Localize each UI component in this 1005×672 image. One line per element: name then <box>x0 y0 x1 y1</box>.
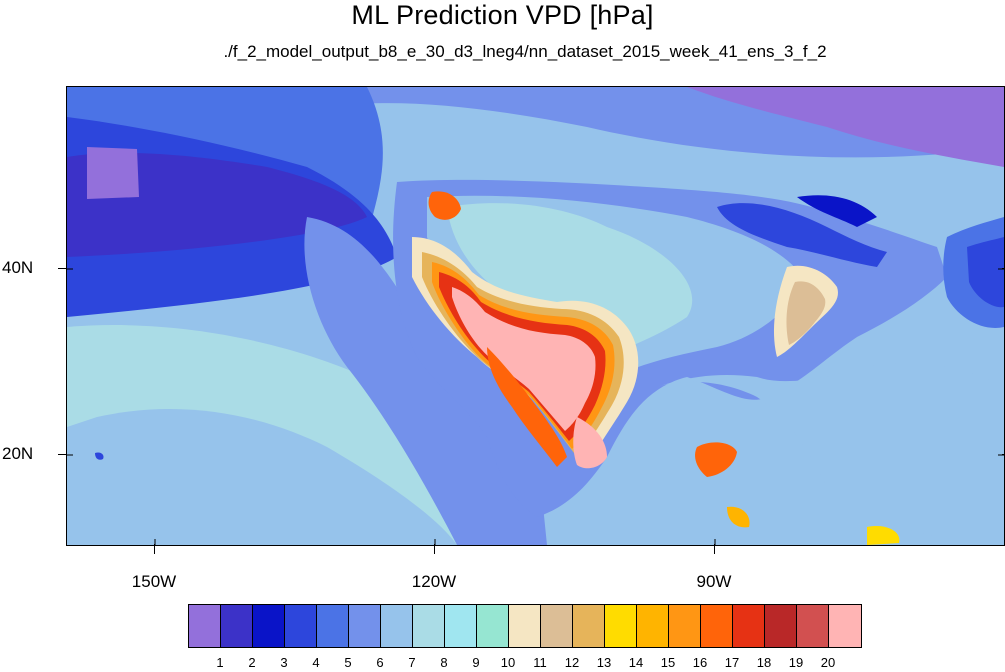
colorbar-label: 10 <box>500 655 516 670</box>
colorbar-label: 14 <box>628 655 644 670</box>
purple-patch <box>87 147 139 199</box>
colorbar-label: 3 <box>280 655 288 670</box>
north-atlantic-deep <box>967 237 1004 308</box>
dry-zone-max <box>452 287 596 431</box>
arctic-patch <box>687 87 1004 167</box>
nw-hot-spot <box>428 191 461 220</box>
colorbar-label: 4 <box>312 655 320 670</box>
colorbar-label: 19 <box>788 655 804 670</box>
colorbar-swatch <box>381 605 413 647</box>
appalachian-core <box>786 281 826 345</box>
lon-tick-120w <box>434 544 435 554</box>
hawaii <box>95 452 104 460</box>
colorbar-label: 9 <box>472 655 480 670</box>
colorbar-swatch <box>221 605 253 647</box>
colorbar-swatch <box>477 605 509 647</box>
lon-label-120w: 120W <box>411 572 457 591</box>
colorbar-swatch <box>637 605 669 647</box>
great-lakes <box>717 203 887 267</box>
plains-band <box>447 203 693 357</box>
colorbar-label: 13 <box>596 655 612 670</box>
colorbar-swatch <box>669 605 701 647</box>
colorbar-label: 1 <box>216 655 224 670</box>
map-plot <box>67 87 1004 545</box>
colorbar-label: 16 <box>692 655 708 670</box>
colorbar-swatch <box>445 605 477 647</box>
colorbar-label: 2 <box>248 655 256 670</box>
colorbar-swatch <box>765 605 797 647</box>
lon-label-150w: 150W <box>131 572 177 591</box>
colorbar-swatch <box>413 605 445 647</box>
central-america-hot <box>695 442 737 477</box>
lat-tick-40-right <box>1002 268 1005 269</box>
sa-spot <box>867 526 900 545</box>
colorbar-swatch <box>253 605 285 647</box>
mexico-hot <box>573 417 607 469</box>
colorbar-swatch <box>733 605 765 647</box>
colorbar-label: 7 <box>408 655 416 670</box>
colorbar-label: 18 <box>756 655 772 670</box>
colorbar-swatch <box>349 605 381 647</box>
tropical-band <box>67 408 457 545</box>
colorbar-swatch <box>573 605 605 647</box>
vpd-map <box>66 86 1005 546</box>
colorbar-label: 15 <box>660 655 676 670</box>
lon-tick-90w <box>714 544 715 554</box>
map-subtitle: ./f_2_model_output_b8_e_30_d3_lneg4/nn_d… <box>223 42 827 61</box>
gulf-atlantic <box>657 363 1004 545</box>
coast-band <box>304 217 547 545</box>
colorbar-label: 20 <box>820 655 836 670</box>
colorbar-swatch <box>829 605 861 647</box>
caribbean-spot <box>727 506 750 528</box>
colorbar-swatch <box>317 605 349 647</box>
baja-hot <box>487 347 567 467</box>
lat-label-40n: 40N <box>2 258 34 277</box>
lat-tick-20-right <box>1002 454 1005 455</box>
colorbar-swatch <box>285 605 317 647</box>
lat-label-20n: 20N <box>2 444 34 463</box>
colorbar-label: 11 <box>533 655 547 670</box>
colorbar-swatch <box>189 605 221 647</box>
lon-tick-150w <box>154 544 155 554</box>
graticule-ticks <box>67 268 1004 545</box>
colorbar-label: 6 <box>376 655 384 670</box>
colorbar-swatch <box>701 605 733 647</box>
colorbar-swatch <box>541 605 573 647</box>
colorbar-swatch <box>605 605 637 647</box>
pacific-band-3 <box>67 152 367 257</box>
lat-tick-40 <box>58 268 67 269</box>
lat-tick-20 <box>58 454 67 455</box>
colorbar-label: 5 <box>344 655 352 670</box>
colorbar-swatch <box>797 605 829 647</box>
colorbar-swatch <box>509 605 541 647</box>
colorbar-label: 12 <box>564 655 580 670</box>
map-title: ML Prediction VPD [hPa] <box>351 0 654 30</box>
lon-label-90w: 90W <box>696 572 732 591</box>
colorbar <box>188 604 862 648</box>
hudson-area <box>797 195 877 227</box>
colorbar-label: 17 <box>724 655 740 670</box>
colorbar-label: 8 <box>440 655 448 670</box>
